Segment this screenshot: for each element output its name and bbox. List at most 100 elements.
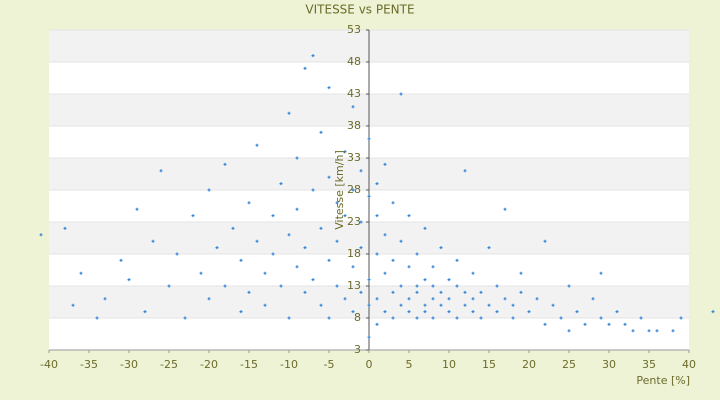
point xyxy=(439,290,443,294)
point xyxy=(655,329,659,333)
point xyxy=(471,271,475,275)
point xyxy=(359,169,363,173)
point xyxy=(239,258,243,262)
point xyxy=(247,290,251,294)
point xyxy=(447,310,451,314)
point xyxy=(511,316,515,320)
point xyxy=(535,297,539,301)
x-tick-label: -30 xyxy=(120,358,138,371)
point xyxy=(543,322,547,326)
point xyxy=(335,239,339,243)
point xyxy=(471,310,475,314)
point xyxy=(647,329,651,333)
point xyxy=(351,265,355,269)
y-tick-label: 48 xyxy=(347,55,361,68)
point xyxy=(367,303,371,307)
point xyxy=(311,54,315,58)
chart-title: VITESSE vs PENTE xyxy=(305,3,414,17)
point xyxy=(175,252,179,256)
point xyxy=(567,284,571,288)
point xyxy=(103,297,107,301)
x-tick-label: 20 xyxy=(522,358,536,371)
point xyxy=(343,214,347,218)
x-tick-label: -35 xyxy=(80,358,98,371)
point xyxy=(399,284,403,288)
point xyxy=(343,150,347,154)
point xyxy=(207,188,211,192)
point xyxy=(367,194,371,198)
point xyxy=(319,303,323,307)
point xyxy=(383,162,387,166)
point xyxy=(351,105,355,109)
point xyxy=(495,284,499,288)
point xyxy=(423,310,427,314)
y-tick-label: 38 xyxy=(347,119,361,132)
point xyxy=(439,303,443,307)
point xyxy=(391,290,395,294)
x-axis-title: Pente [%] xyxy=(636,374,690,387)
point xyxy=(335,201,339,205)
point xyxy=(311,278,315,282)
point xyxy=(423,278,427,282)
point xyxy=(447,278,451,282)
point xyxy=(231,226,235,230)
point xyxy=(343,297,347,301)
point xyxy=(431,265,435,269)
point xyxy=(311,188,315,192)
x-tick-label: 25 xyxy=(562,358,576,371)
point xyxy=(279,284,283,288)
point xyxy=(207,297,211,301)
point xyxy=(415,252,419,256)
point xyxy=(359,246,363,250)
x-tick-label: -10 xyxy=(280,358,298,371)
point xyxy=(303,66,307,70)
y-tick-label: 23 xyxy=(347,215,361,228)
point xyxy=(191,214,195,218)
point xyxy=(391,316,395,320)
point xyxy=(463,290,467,294)
point xyxy=(407,310,411,314)
point xyxy=(455,284,459,288)
point xyxy=(503,297,507,301)
point xyxy=(63,226,67,230)
point xyxy=(455,316,459,320)
point xyxy=(135,207,139,211)
y-axis-title: Vitesse [km/h] xyxy=(333,150,346,230)
point xyxy=(151,239,155,243)
point xyxy=(95,316,99,320)
point xyxy=(375,214,379,218)
point xyxy=(375,297,379,301)
point xyxy=(143,310,147,314)
point xyxy=(319,130,323,134)
point xyxy=(407,214,411,218)
point xyxy=(167,284,171,288)
point xyxy=(399,92,403,96)
point xyxy=(71,303,75,307)
point xyxy=(415,316,419,320)
point xyxy=(391,258,395,262)
point xyxy=(287,233,291,237)
point xyxy=(407,265,411,269)
point xyxy=(127,278,131,282)
point xyxy=(327,86,331,90)
point xyxy=(39,233,43,237)
point xyxy=(223,162,227,166)
point xyxy=(295,207,299,211)
y-tick-label: 13 xyxy=(347,279,361,292)
point xyxy=(431,297,435,301)
point xyxy=(255,143,259,147)
point xyxy=(583,322,587,326)
x-tick-label: -5 xyxy=(324,358,335,371)
point xyxy=(559,316,563,320)
point xyxy=(407,297,411,301)
point xyxy=(415,284,419,288)
point xyxy=(375,322,379,326)
point xyxy=(543,239,547,243)
point xyxy=(327,175,331,179)
point xyxy=(295,265,299,269)
point xyxy=(367,335,371,339)
point xyxy=(335,284,339,288)
point xyxy=(487,303,491,307)
point xyxy=(623,322,627,326)
